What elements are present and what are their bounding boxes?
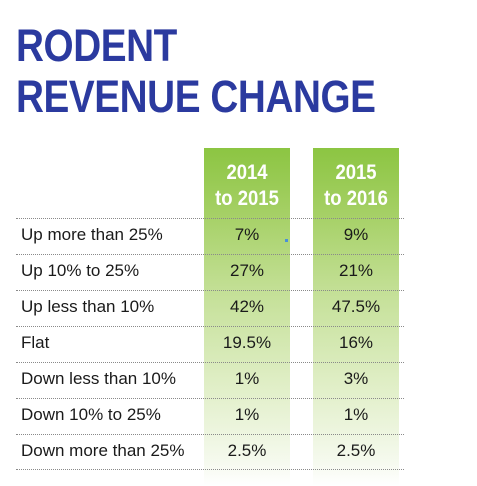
column-header-line: 2015 xyxy=(335,161,377,184)
row-divider xyxy=(16,362,404,363)
row-label: Down 10% to 25% xyxy=(21,405,161,424)
chart-title: RODENT REVENUE CHANGE xyxy=(16,20,376,122)
column-band-2014-2015 xyxy=(204,148,290,486)
cell-2014-2015: 27% xyxy=(229,261,265,280)
row-divider xyxy=(16,290,404,291)
column-band-2015-2016 xyxy=(313,148,399,486)
row-divider xyxy=(16,469,404,470)
row-divider xyxy=(16,218,404,219)
table-row: Down less than 10% 1% 3% xyxy=(0,362,477,396)
row-divider xyxy=(16,434,404,435)
row-divider xyxy=(16,398,404,399)
table-row: Down 10% to 25% 1% 1% xyxy=(0,398,477,432)
cell-2015-2016: 9% xyxy=(343,225,369,244)
row-divider xyxy=(16,254,404,255)
table-row: Up more than 25% 7% 9% xyxy=(0,218,477,252)
row-label: Up less than 10% xyxy=(21,297,155,316)
column-header-2015-2016: 2015 to 2016 xyxy=(318,160,394,212)
cell-2014-2015: 42% xyxy=(229,297,265,316)
cell-2015-2016: 21% xyxy=(338,261,374,280)
cell-2015-2016: 16% xyxy=(338,333,374,352)
row-label: Down less than 10% xyxy=(21,369,176,388)
cell-2014-2015: 1% xyxy=(234,369,260,388)
cell-2015-2016: 2.5% xyxy=(336,441,376,460)
table-row: Up less than 10% 42% 47.5% xyxy=(0,290,477,324)
row-label: Up more than 25% xyxy=(21,225,163,244)
chart-title-line-1: RODENT xyxy=(16,20,177,71)
decorative-speck xyxy=(285,239,288,242)
cell-2014-2015: 2.5% xyxy=(227,441,267,460)
column-header-line: to 2016 xyxy=(324,187,388,210)
row-label: Up 10% to 25% xyxy=(21,261,140,280)
cell-2015-2016: 3% xyxy=(343,369,369,388)
cell-2015-2016: 47.5% xyxy=(331,297,381,316)
cell-2014-2015: 1% xyxy=(234,405,260,424)
row-label: Flat xyxy=(21,333,50,352)
row-divider xyxy=(16,326,404,327)
cell-2014-2015: 19.5% xyxy=(222,333,272,352)
cell-2015-2016: 1% xyxy=(343,405,369,424)
cell-2014-2015: 7% xyxy=(234,225,260,244)
table-row: Up 10% to 25% 27% 21% xyxy=(0,254,477,288)
column-header-2014-2015: 2014 to 2015 xyxy=(209,160,285,212)
table-row: Down more than 25% 2.5% 2.5% xyxy=(0,434,477,468)
column-header-line: 2014 xyxy=(226,161,268,184)
column-header-line: to 2015 xyxy=(215,187,279,210)
table-row: Flat 19.5% 16% xyxy=(0,326,477,360)
row-label: Down more than 25% xyxy=(21,441,185,460)
chart-title-line-2: REVENUE CHANGE xyxy=(16,71,376,122)
